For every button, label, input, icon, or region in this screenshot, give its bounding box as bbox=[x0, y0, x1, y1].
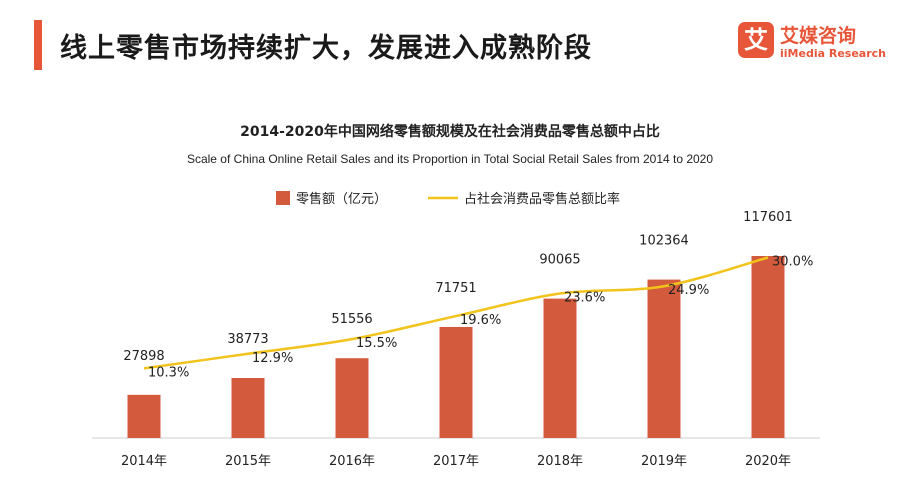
chart-title: 2014-2020年中国网络零售额规模及在社会消费品零售总额中占比 bbox=[240, 124, 660, 140]
x-tick-label-6: 2020年 bbox=[745, 454, 791, 469]
bar-0 bbox=[127, 394, 161, 438]
logo-name-en: iiMedia Research bbox=[780, 47, 886, 60]
brand-logo: 艾 艾媒咨询 iiMedia Research bbox=[738, 22, 888, 72]
ratio-label-5: 24.9% bbox=[668, 283, 709, 298]
bar-value-label-4: 90065 bbox=[539, 253, 580, 268]
bar-6 bbox=[751, 256, 785, 438]
header-accent-bar bbox=[34, 20, 42, 70]
bar-value-label-2: 51556 bbox=[331, 312, 372, 327]
legend-label-bar: 零售额（亿元） bbox=[296, 191, 387, 207]
ratio-series-line bbox=[143, 256, 769, 370]
bar-5 bbox=[647, 279, 681, 438]
x-tick-label-5: 2019年 bbox=[641, 454, 687, 469]
x-tick-label-2: 2016年 bbox=[329, 454, 375, 469]
x-tick-label-1: 2015年 bbox=[225, 454, 271, 469]
chart-legend: 零售额（亿元） 占社会消费品零售总额比率 bbox=[276, 191, 620, 207]
page-title: 线上零售市场持续扩大，发展进入成熟阶段 bbox=[60, 33, 592, 64]
bar-value-label-3: 71751 bbox=[435, 281, 476, 296]
x-tick-label-0: 2014年 bbox=[121, 454, 167, 469]
x-tick-label-3: 2017年 bbox=[433, 454, 479, 469]
chart-subtitle: Scale of China Online Retail Sales and i… bbox=[186, 152, 714, 166]
bar-value-label-0: 27898 bbox=[123, 349, 164, 364]
ratio-label-1: 12.9% bbox=[252, 351, 293, 366]
bar-value-label-1: 38773 bbox=[227, 332, 268, 347]
bar-1 bbox=[231, 377, 265, 438]
bar-value-label-6: 117601 bbox=[743, 210, 793, 225]
ratio-label-6: 30.0% bbox=[772, 255, 813, 270]
bar-3 bbox=[439, 326, 473, 438]
ratio-label-2: 15.5% bbox=[356, 336, 397, 351]
bar-2 bbox=[335, 358, 369, 438]
logo-mark-icon: 艾 bbox=[738, 22, 774, 58]
ratio-label-4: 23.6% bbox=[564, 291, 605, 306]
ratio-label-0: 10.3% bbox=[148, 365, 189, 380]
bar-4 bbox=[543, 298, 577, 438]
x-tick-label-4: 2018年 bbox=[537, 454, 583, 469]
logo-name-cn: 艾媒咨询 bbox=[780, 25, 857, 47]
ratio-label-3: 19.6% bbox=[460, 313, 501, 328]
bar-value-label-5: 102364 bbox=[639, 234, 689, 249]
legend-swatch-bar bbox=[276, 191, 290, 205]
legend-label-line: 占社会消费品零售总额比率 bbox=[464, 191, 620, 207]
